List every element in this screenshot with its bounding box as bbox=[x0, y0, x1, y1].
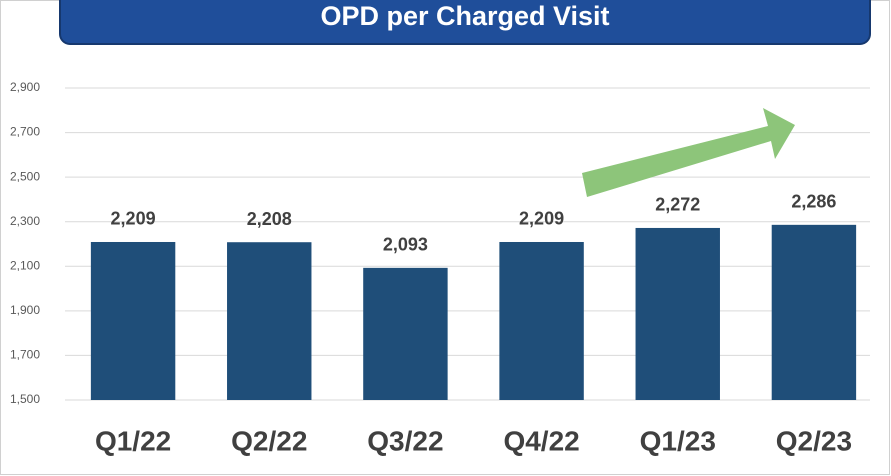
x-tick-label: Q2/23 bbox=[776, 425, 852, 456]
data-label: 2,209 bbox=[519, 209, 564, 229]
y-tick-label: 2,100 bbox=[10, 258, 40, 272]
x-tick-label: Q1/22 bbox=[95, 425, 171, 456]
bar bbox=[499, 241, 584, 400]
y-tick-label: 2,300 bbox=[10, 214, 40, 228]
x-tick-label: Q3/22 bbox=[367, 425, 443, 456]
data-label: 2,209 bbox=[111, 209, 156, 229]
y-tick-label: 1,700 bbox=[10, 348, 40, 362]
x-tick-label: Q4/22 bbox=[503, 425, 579, 456]
y-tick-label: 1,900 bbox=[10, 303, 40, 317]
trend-arrow bbox=[582, 108, 795, 197]
data-label: 2,093 bbox=[383, 235, 428, 255]
x-tick-label: Q2/22 bbox=[231, 425, 307, 456]
data-label: 2,272 bbox=[655, 195, 700, 215]
data-label: 2,286 bbox=[791, 192, 836, 212]
y-tick-label: 2,700 bbox=[10, 125, 40, 139]
data-label: 2,208 bbox=[247, 209, 292, 229]
bar bbox=[635, 227, 720, 400]
chart-title: OPD per Charged Visit bbox=[320, 1, 609, 31]
x-tick-label: Q1/23 bbox=[640, 425, 716, 456]
bar bbox=[227, 242, 312, 400]
y-tick-label: 2,500 bbox=[10, 169, 40, 183]
plot-area: 1,500 1,700 1,900 2,100 2,300 2,500 2,700 2,900… bbox=[10, 80, 870, 456]
title-banner bbox=[59, 0, 871, 45]
bar bbox=[363, 267, 448, 400]
bar bbox=[771, 224, 857, 400]
bar bbox=[90, 241, 176, 400]
y-tick-label: 1,500 bbox=[10, 392, 40, 406]
y-tick-label: 2,900 bbox=[10, 80, 40, 94]
